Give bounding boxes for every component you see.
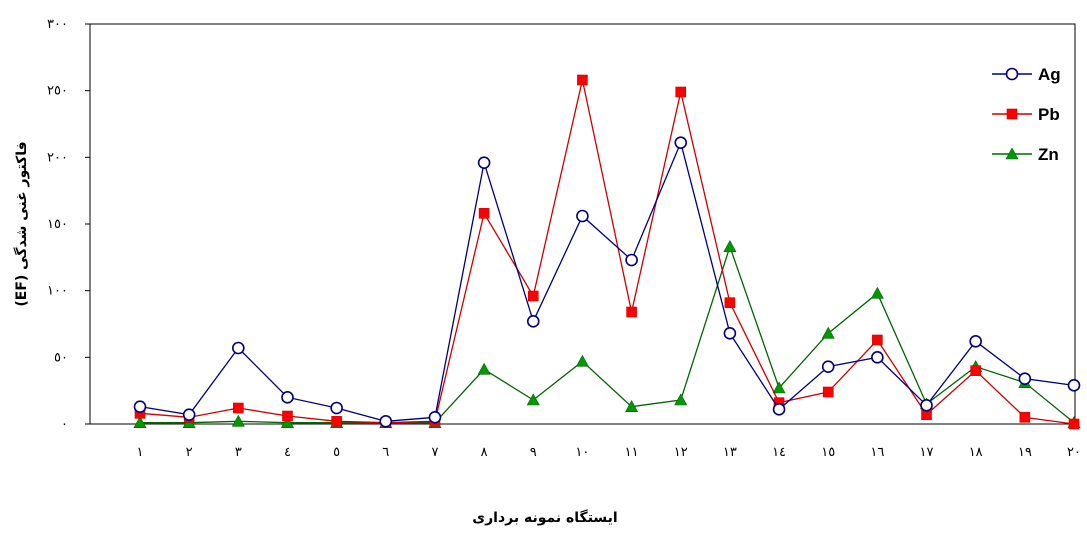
data-point [526,393,540,406]
data-point [723,240,737,252]
data-point [428,411,442,424]
data-point [477,156,491,169]
data-point [527,290,539,302]
x-tick-label: ١٢ [674,445,688,460]
data-point [182,408,196,421]
series-line [140,244,1075,424]
series-pb [134,74,1080,430]
data-point [232,341,245,355]
data-point [1067,379,1081,392]
x-tick-label: ١٦ [870,445,884,460]
x-tick-label: ٢٠ [1067,445,1081,460]
data-point [477,362,491,375]
y-tick-label: ٢٥٠ [47,84,68,99]
data-point [478,208,490,219]
data-point [282,410,293,422]
data-point [871,351,884,364]
data-point [626,306,637,318]
x-tick-label: ١٨ [969,445,983,460]
data-point [331,416,342,427]
legend-item-pb: Pb [992,105,1060,124]
data-point [133,416,147,428]
data-point [379,415,393,428]
legend-label: Ag [1038,65,1061,84]
data-point [872,334,883,346]
data-point [233,402,244,414]
data-point [231,414,245,427]
y-tick-label: ٠ [61,417,68,432]
y-axis: ٠ ٥٠ ١٠٠ ١٥٠ ٢٠٠ ٢٥٠ ٣٠٠ [47,17,90,432]
legend-label: Pb [1038,105,1060,124]
data-point [821,326,835,339]
x-tick-label: ١١ [625,445,639,460]
data-point [1068,418,1080,430]
data-point [970,365,981,376]
data-point [821,360,835,373]
y-tick-label: ٢٠٠ [47,150,68,165]
x-tick-label: ٣ [235,445,242,460]
data-point [675,86,687,98]
y-tick-label: ١٠٠ [47,284,68,299]
series-ag [133,136,1081,428]
legend-item-zn: Zn [992,145,1059,164]
data-point [1005,67,1019,81]
legend-label: Zn [1038,145,1059,164]
x-tick-label: ١٣ [723,445,737,460]
x-tick-label: ١٥ [821,445,835,460]
x-tick-label: ١ [137,445,144,460]
x-tick-label: ٤ [284,445,291,460]
data-point [723,327,737,340]
data-point [1005,147,1019,160]
data-point [1006,108,1018,120]
x-tick-label: ١٩ [1018,445,1032,460]
data-point [674,136,688,149]
x-axis: ١ ٢ ٣ ٤ ٥ ٦ ٧ ٨ ٩ ١٠ ١١ ١٢ ١٣ ١٤ ١٥ ١٦ ١٧ ١٨ ١٩ ٢٠ [137,445,1081,460]
data-point [133,400,147,413]
x-axis-title: ایستگاه نمونه برداری [472,509,617,526]
legend: Ag Pb Zn [992,65,1061,164]
series-layer [133,74,1081,430]
data-point [280,416,294,428]
data-point [330,401,343,415]
data-point [772,403,786,416]
x-tick-label: ٨ [481,445,488,460]
data-point [822,386,834,398]
x-tick-label: ١٧ [920,445,934,460]
data-point [625,400,639,412]
data-point [969,335,982,348]
data-point [575,354,589,367]
legend-item-ag: Ag [992,65,1061,84]
y-axis-title: (EF) فاکتور غنی شدگی [13,141,30,306]
x-tick-label: ٦ [382,445,389,460]
data-point [625,253,638,267]
data-point [870,286,884,299]
data-point [1019,412,1031,423]
x-tick-label: ١٤ [772,445,786,460]
x-tick-label: ١٠ [575,445,589,460]
data-point [674,393,688,406]
x-tick-label: ٧ [431,445,438,460]
data-point [1018,372,1032,385]
y-tick-label: ٣٠٠ [47,17,68,32]
data-point [526,315,540,328]
data-point [724,297,736,308]
series-line [139,79,1075,425]
y-tick-label: ١٥٠ [47,217,68,232]
data-point [920,399,933,412]
data-point [281,391,294,404]
data-point [577,74,588,86]
data-point [772,381,786,394]
x-tick-label: ٢ [186,445,193,460]
series-line [139,140,1075,422]
x-tick-label: ٩ [530,445,537,460]
data-point [576,209,589,223]
x-tick-label: ٥ [333,445,340,460]
y-tick-label: ٥٠ [54,350,68,365]
